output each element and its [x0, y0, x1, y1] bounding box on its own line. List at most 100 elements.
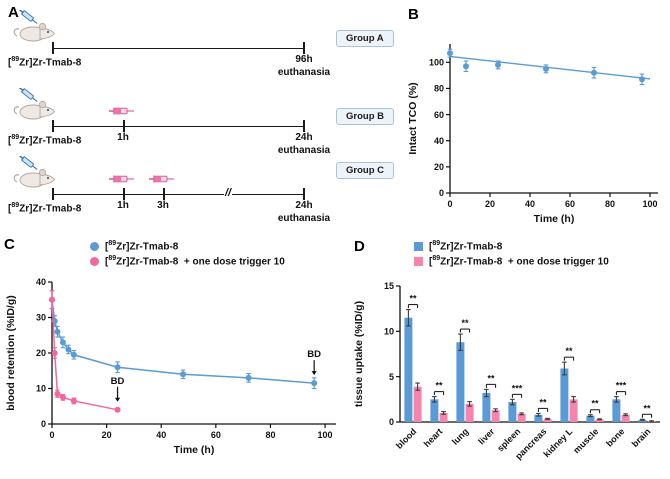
- bar: [517, 413, 526, 422]
- legend-label: [89Zr]Zr-Tmab-8: [429, 240, 503, 253]
- bar: [482, 392, 491, 422]
- timeline-tick: [52, 120, 54, 132]
- series-line: [51, 299, 315, 384]
- category-label: blood: [394, 426, 418, 450]
- category-label: kidney L: [542, 426, 575, 459]
- bar: [586, 415, 595, 422]
- tracer-label: [89Zr]Zr-Tmab-8: [8, 134, 82, 147]
- timeline-tick: [163, 188, 165, 200]
- group-badge: Group A: [336, 30, 394, 47]
- panel-c-letter: C: [4, 236, 15, 253]
- group-badge: Group B: [336, 108, 394, 125]
- timepoint-label: 1h: [117, 132, 129, 143]
- data-point: [51, 350, 58, 356]
- category-label: heart: [422, 426, 445, 449]
- panel-c: C [89Zr]Zr-Tmab-8 [89Zr]Zr-Tmab-8 + one …: [2, 236, 350, 479]
- timeline-tick: [303, 120, 305, 132]
- x-tick-label: 40: [156, 430, 166, 440]
- bd-arrowhead: [114, 397, 121, 402]
- bar: [638, 419, 647, 422]
- tracer-label: [89Zr]Zr-Tmab-8: [8, 56, 82, 69]
- data-point: [49, 296, 55, 303]
- legend: [89Zr]Zr-Tmab-8 [89Zr]Zr-Tmab-8 + one do…: [90, 240, 285, 268]
- blue-syringe-icon: [18, 156, 38, 170]
- y-tick-label: 0: [439, 188, 444, 198]
- y-tick-label: 5: [389, 372, 394, 382]
- sig-stars: **: [461, 318, 469, 328]
- euthanasia-label: 24h euthanasia: [277, 132, 331, 156]
- panel-a: A [89Zr]Zr-Tmab-8 96h euthanasia Group A: [6, 4, 402, 234]
- x-tick-label: 80: [265, 430, 275, 440]
- legend-item: [89Zr]Zr-Tmab-8: [414, 240, 609, 252]
- euthanasia-label: 96h euthanasia: [277, 54, 331, 78]
- fit-line: [449, 55, 651, 80]
- category-label: bone: [604, 426, 626, 448]
- y-tick-label: 10: [384, 327, 394, 337]
- timeline-tick: [123, 188, 125, 200]
- data-point: [65, 346, 72, 353]
- sig-stars: **: [539, 397, 547, 407]
- panel-a-letter: A: [8, 4, 19, 21]
- data-point: [114, 364, 121, 371]
- y-tick-label: 0: [389, 417, 394, 427]
- legend-item: [89Zr]Zr-Tmab-8 + one dose trigger 10: [414, 255, 609, 268]
- panel-d-letter: D: [354, 238, 365, 255]
- sig-stars: ***: [512, 383, 523, 393]
- sig-stars: **: [565, 346, 573, 356]
- timeline: [52, 126, 304, 127]
- bar: [612, 399, 621, 422]
- data-point: [54, 390, 61, 397]
- data-point: [70, 351, 77, 358]
- euthanasia-label: 24h euthanasia: [277, 200, 331, 224]
- x-tick-label: 0: [447, 199, 452, 209]
- timepoint-label: 1h: [117, 200, 129, 211]
- panel-b: B 0 20 40 60 80 100 0 20 40 60 80 100 Time (h) Intact…: [402, 4, 668, 234]
- axis-break: //: [224, 187, 233, 200]
- bar: [491, 410, 500, 422]
- bar: [621, 414, 630, 422]
- y-tick-label: 60: [434, 110, 444, 120]
- data-point: [591, 69, 597, 76]
- data-point: [245, 374, 252, 381]
- bar: [560, 368, 569, 422]
- chart-tissue-uptake: 0 5 10 15 tissue uptake (%ID/g) blood ** heart *…: [353, 281, 660, 461]
- bar: [543, 418, 552, 422]
- legend-item: [89Zr]Zr-Tmab-8: [90, 240, 285, 252]
- y-axis-label: tissue uptake (%ID/g): [353, 301, 365, 407]
- bar: [430, 399, 439, 422]
- x-axis-label: Time (h): [174, 444, 215, 456]
- sig-stars: **: [487, 373, 495, 383]
- panel-b-letter: B: [408, 6, 419, 23]
- bar: [413, 386, 422, 422]
- y-tick-label: 80: [434, 84, 444, 94]
- sig-stars: **: [591, 399, 599, 409]
- timeline-tick: [303, 42, 305, 54]
- pink-syringe-icon: [149, 175, 174, 183]
- mouse-icon: [13, 88, 56, 120]
- legend-label: [89Zr]Zr-Tmab-8: [105, 240, 179, 253]
- y-tick-label: 0: [41, 419, 46, 429]
- data-point: [639, 76, 645, 83]
- group-badge: Group C: [336, 162, 394, 179]
- x-tick-label: 100: [642, 199, 657, 209]
- category-label: muscle: [571, 426, 600, 455]
- data-point: [59, 394, 66, 401]
- x-tick-label: 60: [211, 430, 221, 440]
- data-point: [70, 397, 77, 404]
- bar: [534, 414, 543, 422]
- legend-label: [89Zr]Zr-Tmab-8 + one dose trigger 10: [105, 255, 285, 268]
- data-point: [495, 61, 501, 68]
- blue-syringe-icon: [18, 10, 38, 24]
- bar: [508, 402, 517, 422]
- series-line: [51, 299, 118, 411]
- bd-label: BD: [307, 349, 321, 360]
- category-label: brain: [630, 426, 653, 449]
- timeline-tick: [52, 42, 54, 54]
- y-tick-label: 100: [429, 57, 444, 67]
- timepoint-label: 3h: [157, 200, 169, 211]
- data-point: [54, 328, 61, 335]
- mouse-icon: [13, 156, 56, 188]
- chart-blood-retention: 0 20 40 60 80 100 0 10 20 30 40 Time (h) blood reten…: [5, 277, 336, 456]
- data-point: [180, 371, 187, 378]
- y-axis-label: blood retention (%ID/g): [5, 295, 17, 411]
